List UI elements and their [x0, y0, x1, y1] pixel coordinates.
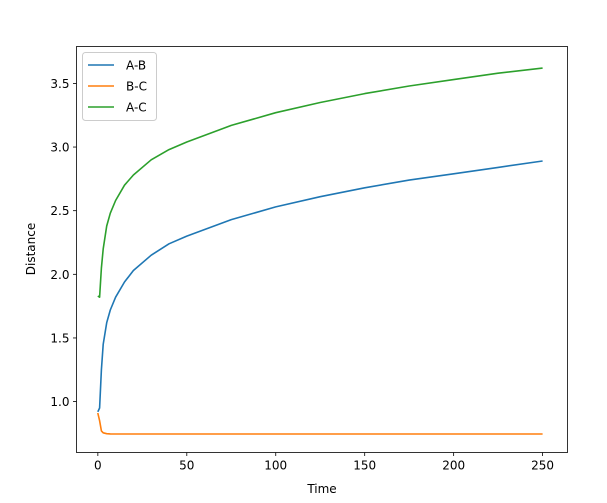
- y-tick-label: 3.0: [50, 141, 69, 155]
- axes-frame: [76, 46, 568, 453]
- y-tick-label: 1.0: [50, 395, 69, 409]
- series-line-a-b: [97, 160, 543, 413]
- y-tick-label: 1.5: [50, 331, 69, 345]
- x-axis: 0 50 100 150 200 250: [94, 452, 554, 473]
- x-tick-label: 0: [94, 459, 102, 473]
- legend: A-B B-C A-C: [82, 52, 157, 121]
- x-tick-label: 100: [264, 459, 287, 473]
- y-tick-label: 3.5: [50, 77, 69, 91]
- series-line-a-c: [97, 67, 543, 299]
- legend-label: A-C: [126, 101, 147, 115]
- y-axis: 1.0 1.5 2.0 2.5 3.0 3.5: [50, 77, 77, 409]
- x-tick-label: 50: [179, 459, 194, 473]
- y-axis-label: Distance: [24, 223, 38, 275]
- plot-lines: [97, 67, 543, 435]
- legend-label: A-B: [126, 59, 146, 73]
- x-tick-label: 250: [531, 459, 554, 473]
- x-tick-label: 150: [353, 459, 376, 473]
- series-line-b-c: [97, 412, 543, 435]
- y-tick-label: 2.0: [50, 268, 69, 282]
- x-tick-label: 200: [442, 459, 465, 473]
- legend-label: B-C: [126, 80, 147, 94]
- legend-box: [82, 52, 157, 121]
- y-tick-label: 2.5: [50, 204, 69, 218]
- x-axis-label: Time: [306, 482, 336, 496]
